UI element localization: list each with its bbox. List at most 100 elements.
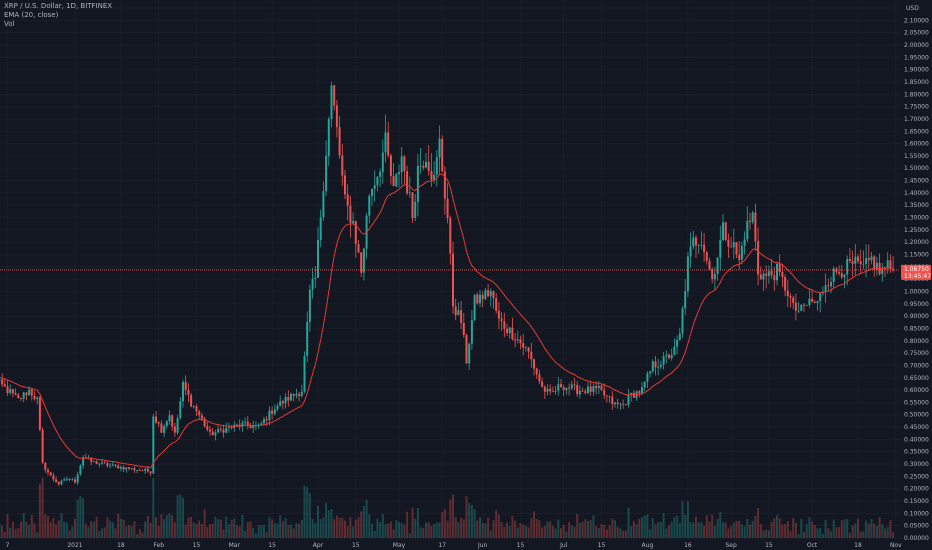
candle-body — [867, 258, 870, 261]
candle-body — [794, 302, 797, 311]
candle-body — [549, 388, 552, 392]
candle-body — [92, 461, 95, 462]
volume-legend[interactable]: Vol — [4, 20, 15, 28]
candle-body — [797, 310, 800, 312]
candle-body — [735, 242, 738, 255]
volume-bar — [114, 528, 117, 538]
current-price-value: 1.08750 — [904, 266, 929, 273]
candle-body — [719, 239, 722, 258]
volume-bar — [214, 516, 217, 538]
candle-body — [95, 461, 98, 465]
candle-body — [565, 387, 568, 391]
candle-body — [670, 355, 673, 359]
volume-bar — [859, 531, 862, 538]
volume-bar — [619, 528, 622, 538]
volume-bar — [516, 527, 519, 538]
candle-body — [6, 386, 9, 393]
volume-bar — [611, 518, 614, 538]
candle-body — [330, 85, 333, 120]
volume-bar — [260, 525, 263, 538]
candle-body — [562, 387, 565, 391]
volume-bar — [322, 517, 325, 538]
candle-body — [28, 389, 31, 396]
price-tick-label: 1.75000 — [904, 104, 929, 111]
volume-bar — [562, 524, 565, 538]
volume-bar — [9, 527, 12, 538]
volume-bar — [649, 529, 652, 538]
volume-bar — [589, 519, 592, 538]
price-tick-label: 1.35000 — [904, 202, 929, 209]
candle-body — [554, 390, 557, 392]
candle-body — [886, 260, 889, 269]
volume-bar — [433, 523, 436, 538]
candle-body — [206, 426, 209, 430]
volume-bar — [551, 525, 554, 538]
time-axis[interactable]: 7 2021 18 Feb 15 Mar 15 Apr 15 May 17 Jun 15 Jul 15 Aug… — [6, 542, 903, 549]
volume-bar — [578, 522, 581, 538]
volume-bar — [338, 517, 341, 538]
candle-body — [357, 244, 360, 253]
candle-body — [395, 174, 398, 187]
volume-bar — [122, 519, 125, 538]
candle-body — [581, 390, 584, 392]
time-tick-label: Feb — [153, 542, 164, 549]
volume-bar — [249, 521, 252, 538]
candle-body — [217, 428, 220, 433]
volume-bar — [311, 519, 314, 538]
price-tick-label: 2.10000 — [904, 17, 929, 24]
candle-body — [111, 464, 114, 466]
volume-bar — [362, 505, 365, 538]
volume-bar — [487, 517, 490, 538]
symbol-title[interactable]: XRP / U.S. Dollar, 1D, BITFINEX — [4, 2, 113, 10]
volume-bar — [55, 524, 58, 538]
candle-body — [541, 381, 544, 387]
candle-body — [608, 396, 611, 397]
volume-bar — [368, 514, 371, 538]
volume-bar — [703, 525, 706, 538]
volume-bar — [341, 517, 344, 538]
volume-bar — [354, 519, 357, 538]
candle-body — [195, 406, 198, 412]
volume-bar — [271, 519, 274, 538]
candle-body — [516, 339, 519, 341]
candle-body — [603, 390, 606, 396]
volume-bar — [192, 522, 195, 538]
volume-bar — [632, 520, 635, 538]
time-tick-label: Nov — [890, 542, 902, 549]
volume-bar — [65, 522, 68, 538]
volume-bar — [608, 525, 611, 538]
volume-bar — [28, 524, 31, 538]
candle-body — [689, 246, 692, 257]
candle-body — [727, 239, 730, 247]
ema-legend[interactable]: EMA (20, close) — [4, 11, 59, 19]
time-tick-label: Aug — [642, 542, 654, 549]
candle-body — [743, 239, 746, 246]
candle-body — [368, 195, 371, 216]
candle-body — [103, 462, 106, 464]
candle-body — [778, 263, 781, 273]
price-tick-label: 0.90000 — [904, 313, 929, 320]
volume-bar — [584, 519, 587, 538]
candle-body — [241, 422, 244, 427]
volume-bar — [854, 523, 857, 538]
volume-bar — [119, 518, 122, 538]
volume-bar — [365, 499, 368, 538]
volume-bar — [106, 517, 109, 538]
time-tick-label: 15 — [598, 542, 606, 549]
volume-bar — [200, 523, 203, 538]
volume-bar — [111, 522, 114, 538]
candle-body — [557, 384, 560, 391]
volume-bar — [195, 524, 198, 538]
volume-bar — [327, 510, 330, 538]
volume-bar — [708, 521, 711, 538]
volume-bar — [506, 522, 508, 538]
volume-bar — [470, 504, 473, 538]
candle-body — [533, 359, 535, 369]
volume-bar — [746, 518, 749, 538]
candle-body — [398, 172, 400, 175]
volume-bar — [87, 527, 90, 538]
candle-body — [740, 245, 743, 260]
volume-bar — [630, 526, 633, 538]
candle-body — [700, 244, 703, 246]
